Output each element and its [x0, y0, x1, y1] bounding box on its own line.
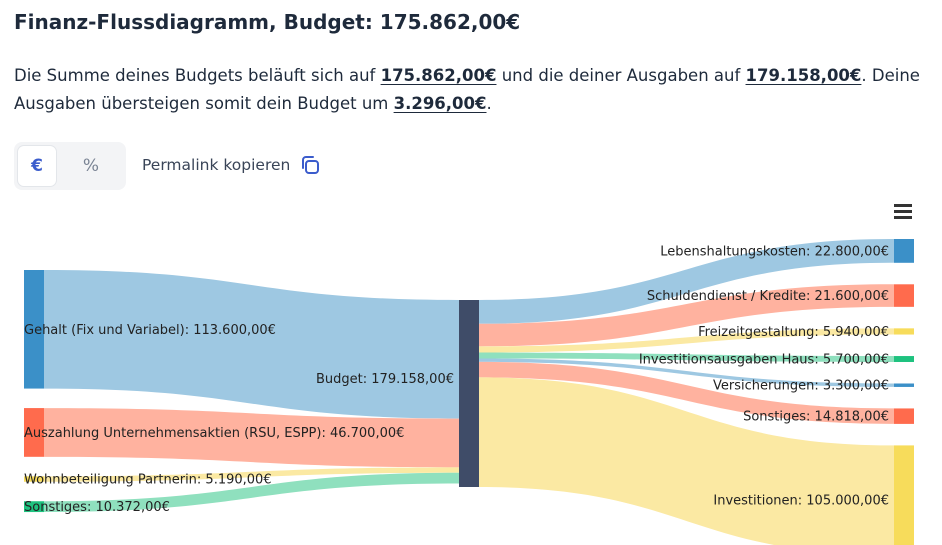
- summary-text-1: Die Summe deines Budgets beläuft sich au…: [14, 66, 381, 85]
- summary-text-3: . Deine Ausgaben übersteigen somit dein …: [14, 66, 920, 113]
- target-label-freizeitgestaltung: Freizeitgestaltung: 5.940,00€: [698, 325, 889, 340]
- copy-permalink-label: Permalink kopieren: [142, 156, 291, 174]
- percent-toggle-button[interactable]: %: [82, 156, 100, 176]
- target-label-schuldendienst-kredite: Schuldendienst / Kredite: 21.600,00€: [647, 289, 889, 304]
- target-node-versicherungen: [894, 383, 914, 387]
- source-label-auszahlung-unternehmensaktien-rsu-espp: Auszahlung Unternehmensaktien (RSU, ESPP…: [24, 426, 404, 441]
- link-wohnbeteiligung-partnerin-to-budget: [44, 467, 459, 482]
- link-budget-to-lebenshaltungskosten: [479, 239, 894, 324]
- center-label-budget: Budget: 179.158,00€: [316, 372, 454, 387]
- target-label-sonstiges: Sonstiges: 14.818,00€: [743, 410, 889, 425]
- target-node-investitionsausgaben-haus: [894, 356, 914, 362]
- source-label-gehalt-fix-und-variabel: Gehalt (Fix und Variabel): 113.600,00€: [24, 323, 276, 338]
- target-label-investitionen: Investitionen: 105.000,00€: [713, 494, 889, 509]
- source-label-sonstiges: Sonstiges: 10.372,00€: [24, 500, 170, 515]
- link-gehalt-fix-und-variabel-to-budget: [44, 270, 459, 419]
- hamburger-icon-bar: [894, 204, 912, 207]
- source-node-gehalt-fix-und-variabel: [24, 270, 44, 389]
- target-node-schuldendienst-kredite: [894, 284, 914, 307]
- link-budget-to-freizeitgestaltung: [479, 328, 894, 353]
- page-title: Finanz-Flussdiagramm, Budget: 175.862,00…: [14, 10, 521, 34]
- summary-text-4: .: [486, 94, 492, 113]
- source-label-wohnbeteiligung-partnerin: Wohnbeteiligung Partnerin: 5.190,00€: [24, 473, 272, 488]
- source-node-auszahlung-unternehmensaktien-rsu-espp: [24, 408, 44, 457]
- target-node-lebenshaltungskosten: [894, 239, 914, 263]
- budget-total-amount: 175.862,00€: [380, 66, 497, 85]
- target-node-freizeitgestaltung: [894, 328, 914, 335]
- expenses-total-amount: 179.158,00€: [745, 66, 862, 85]
- copy-icon: [302, 156, 320, 174]
- target-node-sonstiges: [894, 408, 914, 424]
- target-label-lebenshaltungskosten: Lebenshaltungskosten: 22.800,00€: [660, 244, 889, 259]
- link-budget-to-investitionsausgaben-haus: [479, 352, 894, 362]
- target-node-investitionen: [894, 445, 914, 545]
- target-label-investitionsausgaben-haus: Investitionsausgaben Haus: 5.700,00€: [639, 353, 889, 368]
- link-auszahlung-unternehmensaktien-rsu-espp-to-budget: [44, 408, 459, 468]
- chart-menu-button[interactable]: [894, 204, 912, 220]
- link-budget-to-schuldendienst-kredite: [479, 284, 894, 347]
- link-sonstiges-to-budget: [44, 472, 459, 513]
- target-label-versicherungen: Versicherungen: 3.300,00€: [713, 379, 889, 394]
- hamburger-icon-bar: [894, 210, 912, 213]
- link-budget-to-versicherungen: [479, 358, 894, 387]
- summary-text-2: und die deiner Ausgaben auf: [496, 66, 746, 85]
- source-node-sonstiges: [24, 501, 44, 513]
- euro-toggle-button[interactable]: €: [18, 146, 56, 186]
- link-budget-to-sonstiges: [479, 361, 894, 424]
- copy-permalink-button[interactable]: Permalink kopieren: [142, 155, 320, 175]
- difference-amount: 3.296,00€: [393, 94, 487, 113]
- source-node-wohnbeteiligung-partnerin: [24, 476, 44, 482]
- budget-summary: Die Summe deines Budgets beläuft sich au…: [14, 62, 924, 118]
- link-budget-to-investitionen: [479, 377, 894, 545]
- hamburger-icon-bar: [894, 216, 912, 219]
- center-node-budget: [459, 300, 479, 487]
- unit-toggle: € %: [14, 142, 126, 190]
